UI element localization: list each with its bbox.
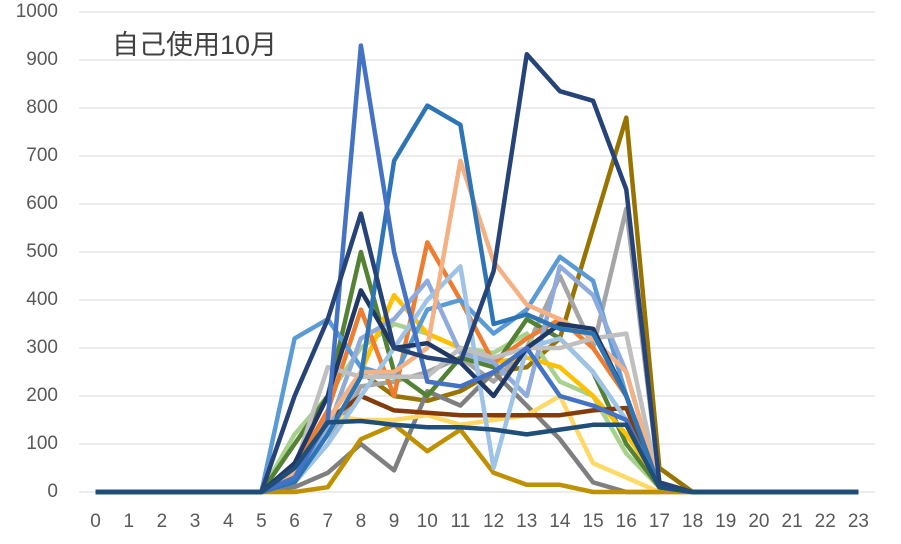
x-tick-label: 10 [417,511,438,532]
x-tick-label: 18 [682,511,703,532]
x-tick-label: 6 [289,511,300,532]
x-tick-label: 20 [748,511,769,532]
y-tick-label: 800 [26,97,58,118]
y-tick-label: 200 [26,385,58,406]
x-tick-label: 16 [616,511,637,532]
x-tick-label: 14 [549,511,571,532]
y-tick-label: 500 [26,241,58,262]
y-tick-label: 300 [26,337,58,358]
y-tick-label: 100 [26,433,58,454]
chart-title: 自己使用10月 [112,30,277,60]
y-tick-label: 900 [26,49,58,70]
data-line [95,418,859,495]
x-tick-label: 12 [483,511,504,532]
x-tick-label: 22 [815,511,836,532]
x-tick-label: 13 [516,511,537,532]
x-tick-label: 5 [256,511,267,532]
x-tick-label: 3 [190,511,201,532]
y-tick-label: 400 [26,289,58,310]
y-tick-label: 1000 [16,1,58,22]
x-tick-label: 0 [90,511,101,532]
x-tick-label: 4 [223,511,234,532]
x-tick-label: 1 [123,511,134,532]
x-tick-label: 8 [356,511,367,532]
x-tick-label: 21 [782,511,803,532]
y-tick-label: 600 [26,193,58,214]
x-tick-label: 2 [157,511,168,532]
x-tick-label: 11 [451,511,471,532]
x-tick-label: 15 [583,511,604,532]
x-tick-label: 7 [322,511,333,532]
y-tick-label: 700 [26,145,58,166]
x-tick-label: 17 [649,511,670,532]
x-tick-label: 19 [715,511,736,532]
x-tick-label: 23 [848,511,869,532]
y-tick-label: 0 [47,481,58,502]
x-tick-label: 9 [389,511,400,532]
